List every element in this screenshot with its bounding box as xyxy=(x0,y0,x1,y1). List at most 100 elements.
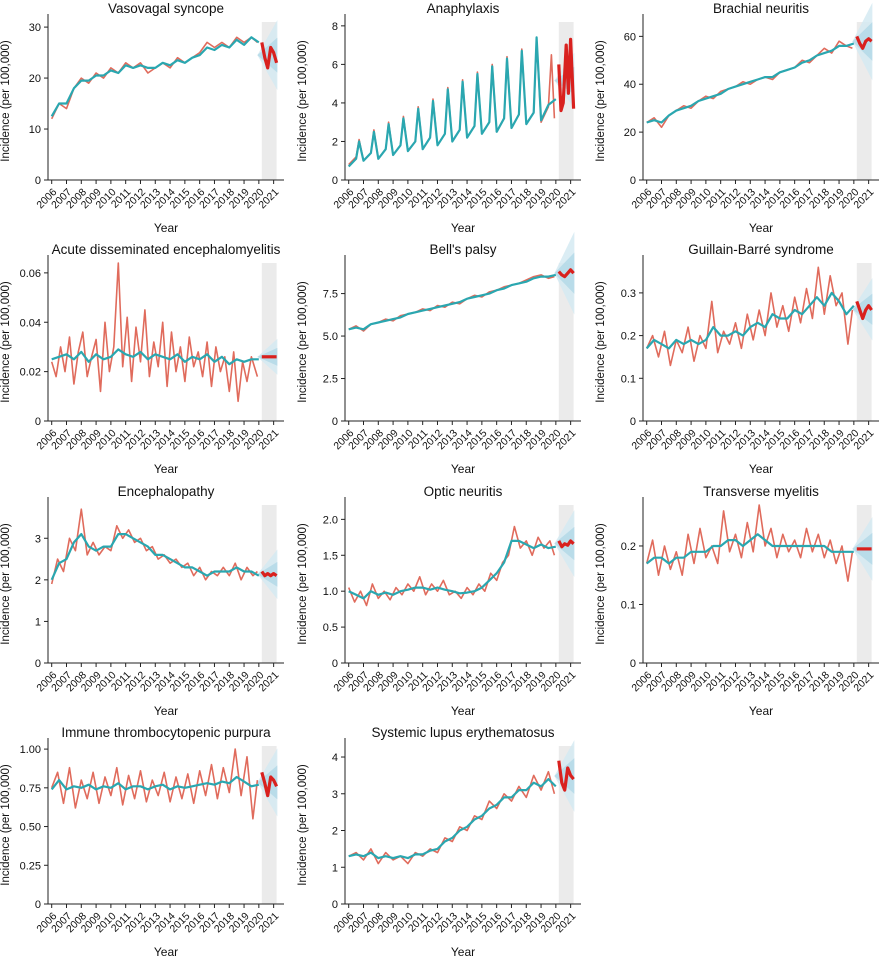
y-tick-label: 1.0 xyxy=(323,586,338,598)
fitted-series-line xyxy=(51,348,259,366)
x-axis-label: Year xyxy=(749,221,773,235)
fitted-series-line xyxy=(347,36,557,168)
y-tick-label: 0 xyxy=(332,658,338,670)
y-axis-label: Incidence (per 100,000) xyxy=(595,523,607,645)
y-axis-label: Incidence (per 100,000) xyxy=(0,523,12,645)
y-tick-label: 3 xyxy=(332,789,338,801)
fitted-series-line xyxy=(646,533,854,565)
y-tick-label: 5.0 xyxy=(323,331,338,343)
y-axis-label: Incidence (per 100,000) xyxy=(297,764,309,886)
x-axis-label: Year xyxy=(154,462,178,476)
y-tick-label: 0.04 xyxy=(20,317,41,329)
x-axis-label: Year xyxy=(154,221,178,235)
chart-title: Anaphylaxis xyxy=(427,1,500,16)
y-axis-label: Incidence (per 100,000) xyxy=(297,523,309,645)
x-axis-label: Year xyxy=(451,462,475,476)
y-tick-label: 0.1 xyxy=(621,373,636,385)
y-tick-label: 0.2 xyxy=(621,541,636,553)
fitted-series-line xyxy=(646,42,855,124)
forecast-period-shade xyxy=(261,263,277,421)
y-tick-label: 6 xyxy=(332,59,338,71)
x-axis-label: Year xyxy=(451,221,475,235)
y-tick-label: 0.06 xyxy=(20,268,41,280)
y-tick-label: 2 xyxy=(35,575,41,587)
y-axis-label: Incidence (per 100,000) xyxy=(595,281,607,403)
chart-panel-4: 00.020.040.06200620072008200920102011201… xyxy=(0,242,284,476)
y-tick-label: 0 xyxy=(35,416,41,428)
x-axis-label: Year xyxy=(749,462,773,476)
chart-title: Acute disseminated encephalomyelitis xyxy=(52,242,281,257)
chart-panel-1: 0102030200620072008200920102011201220132… xyxy=(0,1,284,235)
y-tick-label: 20 xyxy=(29,73,41,85)
x-axis-label: Year xyxy=(451,945,475,957)
fitted-series-line xyxy=(50,36,260,117)
y-tick-label: 4 xyxy=(332,98,338,110)
chart-panel-9: 00.10.2200620072008200920102011201220132… xyxy=(595,484,879,718)
forecast-series-line xyxy=(557,760,575,792)
y-tick-label: 0 xyxy=(630,175,636,187)
observed-series-line xyxy=(50,36,258,120)
observed-series-line xyxy=(645,504,854,582)
x-axis-label: Year xyxy=(451,704,475,718)
y-tick-label: 1 xyxy=(332,862,338,874)
observed-series-line xyxy=(50,262,259,403)
y-axis-label: Incidence (per 100,000) xyxy=(297,40,309,162)
chart-panel-11: 0123420062007200820092010201120122013201… xyxy=(297,725,581,959)
y-tick-label: 2.0 xyxy=(323,514,338,526)
chart-title: Systemic lupus erythematosus xyxy=(371,725,554,740)
y-tick-label: 0.2 xyxy=(621,331,636,343)
y-tick-label: 1.5 xyxy=(323,550,338,562)
observed-series-line xyxy=(348,770,556,865)
forecast-series-line xyxy=(260,771,279,798)
forecast-series-line xyxy=(557,268,575,279)
chart-title: Optic neuritis xyxy=(424,484,503,499)
y-tick-label: 1.00 xyxy=(20,744,41,756)
y-tick-label: 2 xyxy=(332,136,338,148)
forecast-interval-80 xyxy=(554,758,575,794)
y-axis-label: Incidence (per 100,000) xyxy=(595,40,607,162)
y-tick-label: 0 xyxy=(332,416,338,428)
fitted-series-line xyxy=(50,775,260,791)
observed-series-line xyxy=(50,508,258,585)
forecast-interval-80 xyxy=(257,37,278,73)
chart-panel-6: 00.10.20.3200620072008200920102011201220… xyxy=(595,242,879,476)
y-tick-label: 0.75 xyxy=(20,783,41,795)
chart-panel-5: 02.55.07.5200620072008200920102011201220… xyxy=(297,231,581,476)
chart-panel-7: 0123200620072008200920102011201220132014… xyxy=(0,484,284,718)
y-tick-label: 0 xyxy=(35,175,41,187)
fitted-series-line xyxy=(645,291,855,350)
y-axis-label: Incidence (per 100,000) xyxy=(0,281,12,403)
x-axis-label: Year xyxy=(154,704,178,718)
fitted-series-line xyxy=(348,539,557,600)
y-tick-label: 0 xyxy=(35,899,41,911)
forecast-series-line xyxy=(855,300,873,321)
forecast-interval-80 xyxy=(852,22,873,61)
chart-title: Immune thrombocytopenic purpura xyxy=(61,725,271,740)
y-tick-label: 8 xyxy=(332,21,338,33)
y-axis-label: Incidence (per 100,000) xyxy=(0,764,12,886)
y-tick-label: 0.25 xyxy=(20,860,41,872)
observed-series-line xyxy=(50,748,259,820)
y-tick-label: 10 xyxy=(29,124,41,136)
y-tick-label: 4 xyxy=(332,752,338,764)
chart-panel-10: 00.250.500.751.0020062007200820092010201… xyxy=(0,725,284,959)
y-tick-label: 40 xyxy=(624,79,636,91)
y-tick-label: 3 xyxy=(35,533,41,545)
forecast-series-line xyxy=(557,37,576,113)
chart-title: Transverse myelitis xyxy=(703,484,819,499)
chart-title: Guillain-Barré syndrome xyxy=(688,242,834,257)
y-tick-label: 0 xyxy=(332,175,338,187)
chart-title: Vasovagal syncope xyxy=(108,1,224,16)
observed-series-line xyxy=(645,266,854,367)
y-tick-label: 0.3 xyxy=(621,288,636,300)
y-tick-label: 0 xyxy=(630,416,636,428)
forecast-interval-80 xyxy=(257,765,278,800)
x-axis-label: Year xyxy=(749,704,773,718)
chart-title: Brachial neuritis xyxy=(713,1,809,16)
chart-title: Bell's palsy xyxy=(429,242,496,257)
observed-series-line xyxy=(348,40,556,166)
observed-series-line xyxy=(646,40,853,129)
y-tick-label: 1 xyxy=(35,616,41,628)
y-tick-label: 2.5 xyxy=(323,374,338,386)
